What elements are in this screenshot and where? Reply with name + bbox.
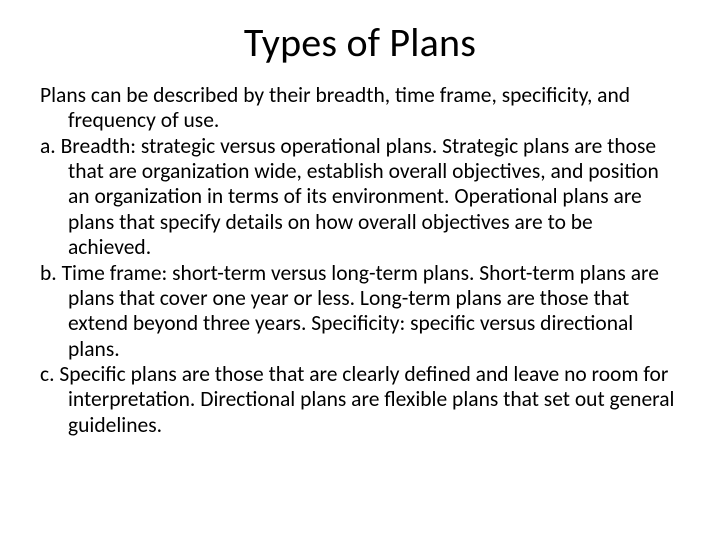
point-a: a. Breadth: strategic versus operational… — [40, 134, 680, 261]
intro-text: Plans can be described by their breadth,… — [40, 83, 680, 134]
point-c: c. Specific plans are those that are cle… — [40, 362, 680, 438]
slide-body: Plans can be described by their breadth,… — [40, 83, 680, 438]
slide-container: Types of Plans Plans can be described by… — [0, 0, 720, 540]
slide-title: Types of Plans — [40, 18, 680, 67]
point-b: b. Time frame: short-term versus long-te… — [40, 261, 680, 362]
